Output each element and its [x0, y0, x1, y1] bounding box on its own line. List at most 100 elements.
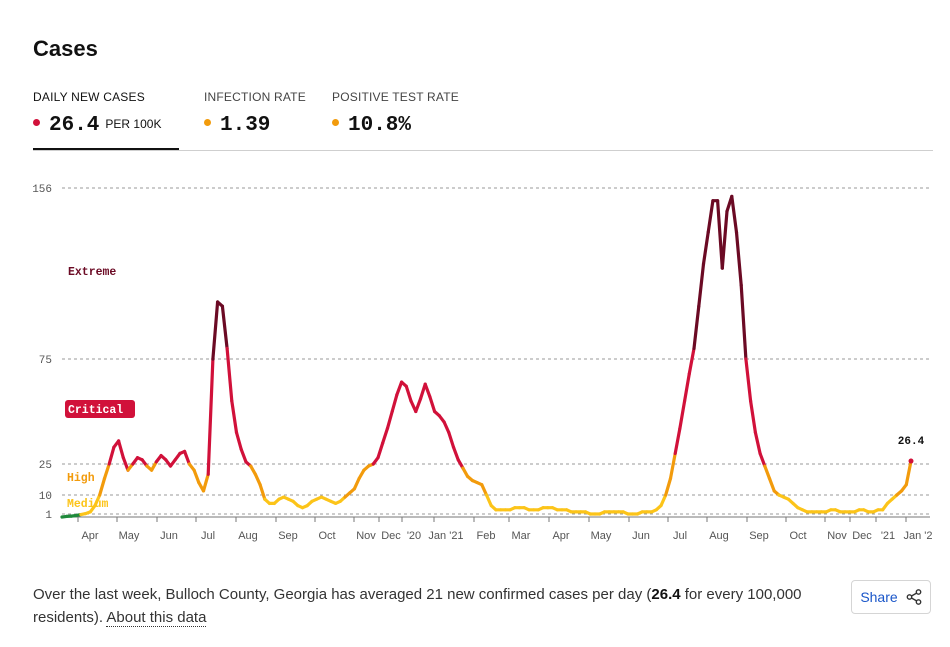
series-segment [414, 397, 423, 414]
series-segment [225, 346, 234, 403]
series-segment [442, 420, 451, 435]
series-segment [668, 451, 677, 481]
series-segment [484, 493, 493, 508]
red-dot-icon [33, 119, 40, 127]
critical-zone-badge [65, 400, 135, 418]
series-segment [116, 439, 125, 460]
x-tick-label: Aug [238, 530, 258, 542]
series-segment [673, 426, 682, 456]
series-segment [376, 441, 385, 460]
series-segment [678, 399, 687, 430]
series-segment [239, 447, 248, 464]
series-segment [201, 472, 210, 493]
share-button[interactable]: Share [851, 580, 931, 614]
x-tick-label: Dec [381, 530, 401, 542]
series-segment [206, 357, 215, 476]
series-segment [664, 476, 673, 497]
series-segment [98, 476, 107, 497]
end-value-label: 26.4 [898, 436, 925, 448]
y-tick-label: 1 [45, 510, 52, 522]
summary-before: Over the last week, Bulloch County, Geor… [33, 586, 652, 603]
about-data-link[interactable]: About this data [106, 609, 207, 627]
series-segment [183, 449, 191, 466]
series-segment [659, 493, 668, 508]
x-tick-label: Aug [709, 530, 729, 542]
series-segment [763, 464, 772, 481]
series-segment [767, 476, 776, 493]
y-tick-label: 156 [32, 184, 52, 196]
series-segment [748, 399, 758, 435]
series-segment [730, 194, 739, 234]
series-segment [739, 283, 748, 361]
tab-positive-test-rate[interactable]: POSITIVE TEST RATE 10.8% [332, 90, 459, 137]
series-segment [121, 456, 130, 472]
series-segment [404, 384, 413, 403]
series-segment [692, 304, 701, 350]
series-segment [93, 493, 102, 508]
summary-rate: 26.4 [651, 586, 681, 603]
series-segment [258, 483, 267, 501]
series-segment [390, 393, 399, 414]
tab-infection-rate[interactable]: INFECTION RATE 1.39 [204, 90, 306, 137]
x-tick-label: Nov [827, 530, 847, 542]
x-tick-label: May [119, 530, 140, 542]
orange-dot-icon [332, 119, 339, 127]
series-segment [720, 209, 729, 270]
series-segment [706, 199, 715, 234]
metric-value: 1.39 [220, 114, 271, 137]
series-segment [423, 382, 432, 399]
series-segment [697, 262, 706, 308]
series-segment [447, 430, 456, 449]
metric-value: 10.8% [348, 114, 412, 137]
end-point [908, 458, 914, 464]
x-tick-label: Jul [201, 530, 215, 542]
series-segment [253, 472, 262, 487]
share-icon [906, 589, 922, 605]
tab-daily-new-cases[interactable]: DAILY NEW CASES 26.4 PER 100K [33, 90, 179, 150]
series-segment [734, 230, 743, 287]
x-tick-label: Jul [673, 530, 687, 542]
series-segment [701, 230, 710, 266]
metric-tabs: DAILY NEW CASES 26.4 PER 100K INFECTION R… [33, 90, 933, 151]
y-tick-label: 10 [39, 491, 52, 503]
x-tick-label: Sep [278, 530, 298, 542]
series-segment [904, 459, 913, 487]
x-tick-label: Mar [512, 530, 531, 542]
series-segment [211, 300, 220, 361]
series-segment [687, 346, 696, 376]
x-tick-label: Nov [356, 530, 376, 542]
zone-label-bg [64, 496, 118, 511]
x-tick-label: Dec [852, 530, 872, 542]
tab-label: POSITIVE TEST RATE [332, 90, 459, 104]
zone-label-high: High [67, 472, 95, 485]
series-segment [395, 380, 404, 397]
x-tick-label: Apr [81, 530, 98, 542]
tab-label: DAILY NEW CASES [33, 90, 145, 104]
series-segment [715, 199, 724, 270]
summary-after: for every 100,000 residents). [33, 586, 802, 626]
x-tick-label: Jun [160, 530, 178, 542]
metric-value: 26.4 [49, 114, 100, 137]
x-tick-label: May [591, 530, 612, 542]
series-segment [192, 468, 201, 485]
cases-chart: 156 75 25 10 1 Extreme Critical High Medium 26.… [32, 184, 932, 542]
series-segment [682, 372, 691, 403]
x-tick-label: Jan '2 [903, 530, 932, 542]
x-tick-label: Sep [749, 530, 769, 542]
series-segment [220, 304, 229, 350]
series-segment [753, 430, 762, 456]
summary-text: Over the last week, Bulloch County, Geor… [33, 583, 803, 629]
series-segment [230, 399, 239, 435]
series-segment [107, 445, 116, 466]
series-segment [744, 357, 753, 403]
series-segment [381, 426, 390, 445]
series-segment [428, 395, 437, 414]
zone-label-critical: Critical [68, 404, 123, 417]
x-tick-label: Oct [318, 530, 335, 542]
x-tick-label: '20 [407, 530, 421, 542]
series-segment [102, 462, 111, 481]
series-segment [758, 451, 767, 468]
x-tick-label: Feb [477, 530, 496, 542]
orange-dot-icon [204, 119, 211, 127]
metric-unit: PER 100K [105, 117, 162, 131]
